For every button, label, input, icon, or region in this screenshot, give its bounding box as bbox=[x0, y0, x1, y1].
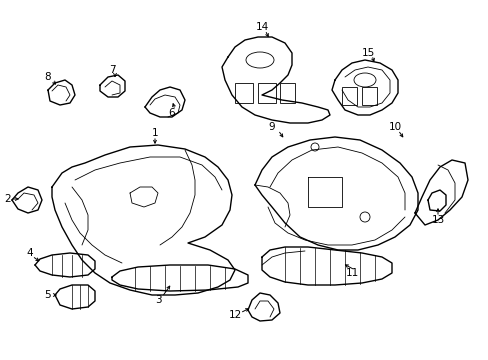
Text: 8: 8 bbox=[44, 72, 51, 82]
Bar bbox=[361, 87, 376, 105]
Text: 6: 6 bbox=[168, 108, 175, 118]
Text: 5: 5 bbox=[44, 290, 51, 300]
Text: 7: 7 bbox=[108, 65, 115, 75]
Text: 2: 2 bbox=[5, 194, 11, 204]
Text: 4: 4 bbox=[27, 248, 33, 258]
Text: 1: 1 bbox=[151, 128, 158, 138]
Text: 13: 13 bbox=[430, 215, 444, 225]
Bar bbox=[235, 83, 252, 103]
Text: 14: 14 bbox=[255, 22, 268, 32]
Text: 3: 3 bbox=[154, 295, 161, 305]
Text: 12: 12 bbox=[228, 310, 241, 320]
Text: 15: 15 bbox=[361, 48, 374, 58]
Text: 9: 9 bbox=[268, 122, 275, 132]
Bar bbox=[341, 87, 356, 105]
Bar bbox=[280, 83, 294, 103]
Text: 11: 11 bbox=[345, 268, 358, 278]
Bar bbox=[258, 83, 275, 103]
Text: 10: 10 bbox=[387, 122, 401, 132]
